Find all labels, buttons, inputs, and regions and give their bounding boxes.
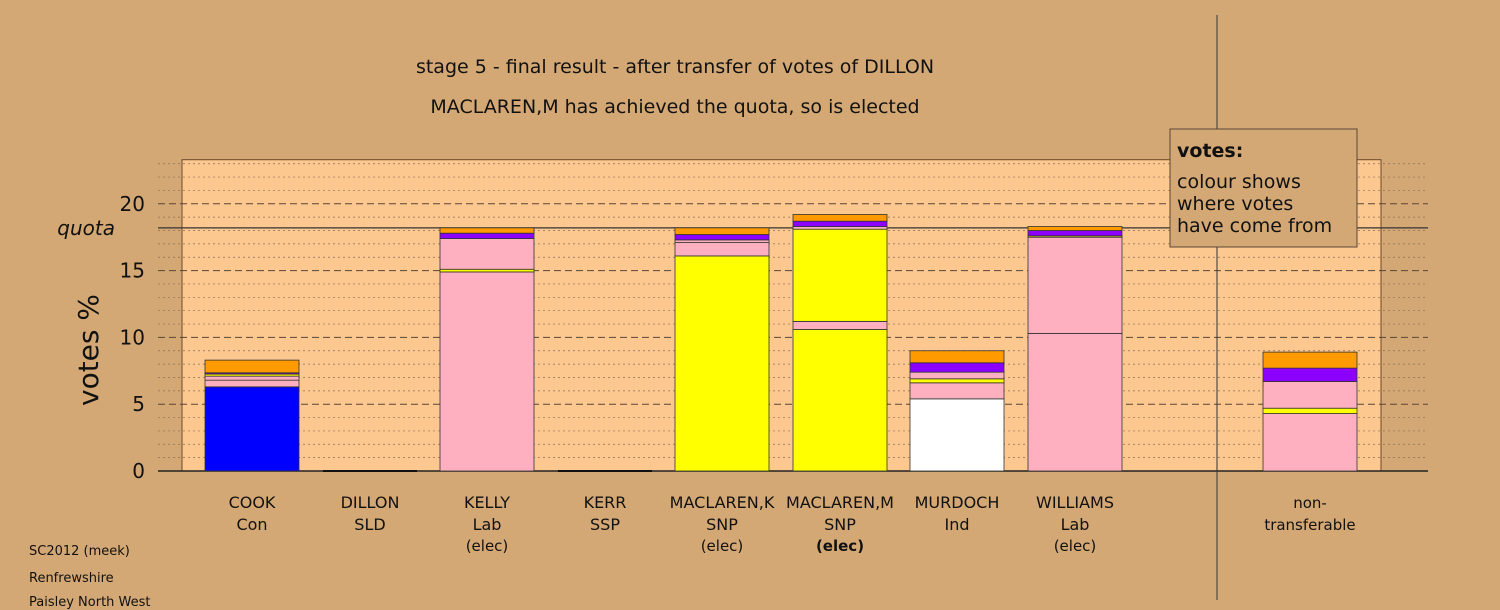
candidate-status-label: (elec) — [466, 537, 509, 555]
bar-segment-non-transferable-lab — [1262, 413, 1358, 472]
non-transferable-label: non- — [1293, 494, 1327, 512]
legend-line: have come from — [1177, 215, 1332, 237]
bar-segment-murdoch-ind — [909, 398, 1005, 472]
bar-segment-maclaren-m-snp — [792, 328, 888, 472]
candidate-party-label: SLD — [354, 515, 385, 534]
y-tick-label: 0 — [132, 459, 145, 483]
footnote-ward: Paisley North West — [29, 595, 151, 610]
bar-segment-murdoch-sld — [909, 350, 1005, 364]
bar-segment-maclaren-k-sld — [674, 227, 770, 235]
legend-box — [1169, 128, 1358, 248]
candidate-party-label: SNP — [824, 515, 856, 534]
bar-segment-murdoch-lab — [909, 371, 1005, 380]
candidate-party-label: Lab — [473, 515, 502, 534]
bar-segment-non-transferable-other — [1262, 367, 1358, 382]
bar-segment-maclaren-m-lab — [792, 226, 888, 230]
candidate-party-label: SSP — [590, 515, 620, 534]
bar-segment-non-transferable-sld — [1262, 351, 1358, 369]
candidate-party-label: Con — [236, 515, 267, 534]
y-tick-label: 5 — [132, 392, 145, 416]
candidate-party-label: Lab — [1061, 515, 1090, 534]
bar-segment-murdoch-other — [909, 362, 1005, 373]
legend-title: votes: — [1177, 140, 1243, 162]
candidate-name-label: KELLY — [464, 493, 510, 512]
bar-segment-kelly-lab — [439, 238, 535, 270]
bar-segment-maclaren-m-other — [792, 220, 888, 227]
candidate-status-label: (elec) — [701, 537, 744, 555]
bar-segment-cook-lab — [204, 375, 300, 381]
bar-segment-non-transferable-snp — [1262, 407, 1358, 414]
bar-segment-maclaren-m-sld — [792, 214, 888, 222]
candidate-name-label: MACLAREN,K — [670, 493, 775, 512]
bar-segment-maclaren-k-snp — [674, 255, 770, 472]
bar-segment-cook-con — [204, 386, 300, 472]
candidate-name-label: WILLIAMS — [1036, 493, 1114, 512]
bar-segment-kelly-lab — [439, 271, 535, 472]
bar-segment-kelly-sld — [439, 227, 535, 234]
bar-segment-maclaren-k-other — [674, 234, 770, 241]
bar-segment-murdoch-lab — [909, 382, 1005, 400]
non-transferable-label: transferable — [1264, 516, 1355, 534]
chart-title: stage 5 - final result - after transfer … — [416, 56, 934, 78]
bar-segment-murdoch-snp — [909, 378, 1005, 384]
bar-segment-kelly-snp — [439, 268, 535, 273]
legend-line: where votes — [1177, 193, 1293, 215]
bar-segment-williams-other — [1027, 230, 1123, 237]
y-tick-label: 10 — [120, 325, 145, 349]
bar-segment-maclaren-k-lab — [674, 242, 770, 257]
chart-subtitle: MACLAREN,M has achieved the quota, so is… — [430, 96, 919, 118]
bar-segment-non-transferable-lab — [1262, 381, 1358, 409]
bar-segment-kelly-other — [439, 232, 535, 239]
candidate-name-label: COOK — [229, 493, 276, 512]
footnote-council: Renfrewshire — [29, 571, 114, 586]
candidate-status-label: (elec) — [816, 537, 864, 555]
candidate-status-label: (elec) — [1054, 537, 1097, 555]
candidate-party-label: Ind — [944, 515, 969, 534]
bar-segment-maclaren-m-snp — [792, 228, 888, 322]
bar-segment-cook-sld — [204, 359, 300, 374]
candidate-name-label: KERR — [584, 493, 627, 512]
legend-line: colour shows — [1177, 171, 1301, 193]
bar-segment-williams-sld — [1027, 226, 1123, 231]
bar-segment-cook-lab — [204, 379, 300, 388]
bar-segment-williams-lab — [1027, 332, 1123, 472]
candidate-name-label: MURDOCH — [915, 493, 1000, 512]
footnote-election: SC2012 (meek) — [29, 544, 130, 559]
quota-label: quota — [57, 216, 115, 240]
bar-segment-williams-lab — [1027, 236, 1123, 334]
candidate-name-label: DILLON — [341, 493, 400, 512]
y-tick-label: 15 — [120, 259, 145, 283]
y-axis-label: votes % — [72, 294, 105, 406]
bar-segment-maclaren-k-lab — [674, 239, 770, 243]
y-tick-label: 20 — [120, 192, 145, 216]
candidate-party-label: SNP — [706, 515, 738, 534]
candidate-name-label: MACLAREN,M — [786, 493, 894, 512]
bar-segment-maclaren-m-lab — [792, 320, 888, 330]
